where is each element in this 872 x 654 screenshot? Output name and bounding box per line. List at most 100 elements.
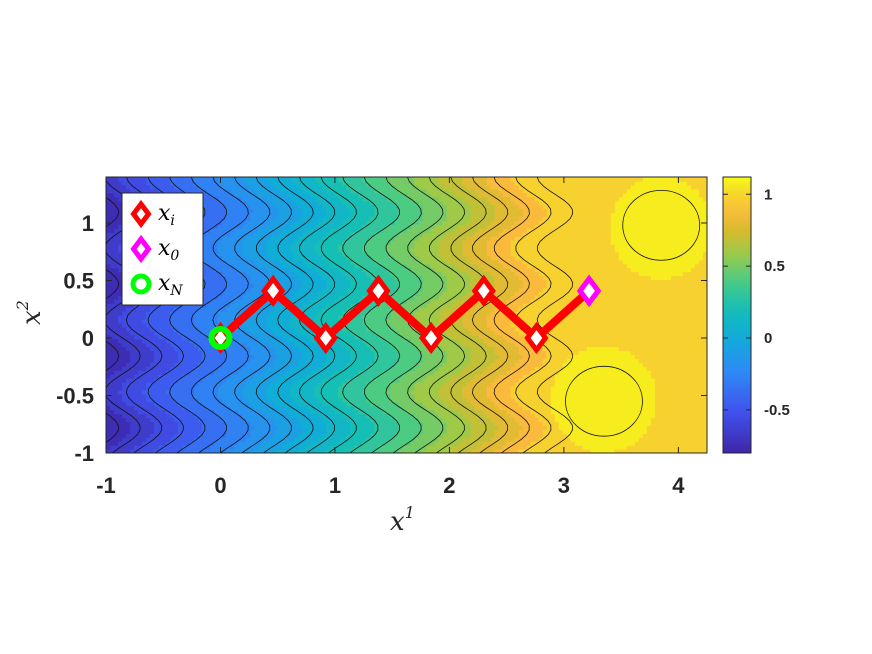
field-cell — [122, 429, 127, 434]
field-cell — [110, 200, 115, 206]
field-cell — [114, 405, 119, 411]
field-cell — [270, 441, 275, 446]
field-cell — [246, 303, 251, 308]
field-cell — [174, 385, 179, 391]
field-cell — [174, 180, 179, 186]
field-cell — [106, 200, 111, 206]
field-cell — [114, 382, 119, 387]
field-cell — [230, 291, 235, 296]
field-cell — [314, 232, 319, 237]
field-cell — [298, 433, 303, 438]
field-cell — [110, 433, 115, 438]
field-cell — [218, 358, 223, 363]
field-cell — [202, 334, 207, 340]
field-cell — [338, 433, 343, 438]
field-cell — [222, 354, 227, 359]
field-cell — [314, 346, 319, 352]
field-cell — [330, 354, 335, 359]
field-cell — [382, 220, 388, 225]
field-cell — [382, 204, 388, 210]
field-cell — [234, 334, 239, 340]
field-cell — [186, 389, 191, 395]
field-cell — [366, 259, 372, 265]
field-cell — [282, 279, 287, 285]
field-cell — [114, 315, 119, 320]
field-cell — [362, 342, 368, 348]
field-cell — [130, 409, 135, 415]
field-cell — [370, 342, 376, 348]
field-cell — [266, 389, 271, 395]
field-cell — [230, 342, 235, 348]
field-cell — [122, 362, 127, 367]
field-cell — [342, 307, 347, 312]
field-cell — [226, 366, 231, 371]
field-cell — [334, 425, 339, 430]
field-cell — [282, 445, 287, 450]
field-cell — [362, 291, 368, 296]
field-cell — [206, 247, 211, 253]
field-cell — [234, 389, 239, 395]
field-cell — [162, 311, 167, 316]
field-cell — [194, 385, 199, 391]
field-cell — [234, 271, 239, 277]
field-cell — [258, 374, 263, 379]
field-cell — [238, 283, 243, 288]
field-cell — [306, 397, 311, 403]
field-cell — [298, 358, 303, 363]
field-cell — [230, 224, 235, 229]
field-cell — [250, 247, 255, 253]
field-cell — [178, 401, 183, 407]
field-cell — [354, 334, 360, 340]
field-cell — [286, 449, 291, 453]
field-cell — [326, 425, 331, 430]
field-cell — [302, 385, 307, 391]
field-cell — [110, 267, 115, 273]
field-cell — [238, 385, 243, 391]
field-cell — [330, 307, 335, 312]
field-cell — [210, 413, 215, 419]
field-cell — [298, 366, 303, 371]
field-cell — [114, 389, 119, 395]
field-cell — [114, 283, 119, 288]
field-cell — [242, 267, 247, 273]
field-cell — [198, 382, 203, 387]
field-cell — [370, 417, 376, 423]
field-cell — [310, 196, 315, 202]
field-cell — [370, 429, 376, 434]
field-cell — [294, 382, 299, 387]
field-cell — [278, 405, 283, 411]
field-cell — [210, 370, 215, 375]
field-cell — [138, 385, 143, 391]
field-cell — [250, 184, 255, 190]
field-cell — [226, 220, 231, 225]
field-cell — [354, 350, 360, 356]
field-cell — [342, 433, 347, 438]
field-cell — [374, 437, 380, 442]
field-cell — [146, 370, 151, 375]
field-cell — [146, 354, 151, 359]
field-cell — [210, 389, 215, 395]
field-cell — [194, 311, 199, 316]
field-cell — [230, 184, 235, 190]
field-cell — [134, 354, 139, 359]
field-cell — [382, 413, 388, 419]
field-cell — [230, 188, 235, 194]
field-cell — [210, 445, 215, 450]
field-cell — [214, 184, 219, 190]
field-cell — [130, 393, 135, 399]
field-cell — [370, 180, 376, 186]
field-cell — [222, 366, 227, 371]
field-cell — [186, 184, 191, 190]
field-cell — [370, 409, 376, 415]
field-cell — [306, 413, 311, 419]
field-cell — [330, 378, 335, 383]
field-cell — [254, 251, 259, 257]
field-cell — [190, 417, 195, 423]
field-cell — [362, 421, 368, 426]
field-cell — [118, 291, 123, 296]
field-cell — [266, 393, 271, 399]
field-cell — [294, 338, 299, 344]
field-cell — [254, 405, 259, 411]
field-cell — [202, 366, 207, 371]
field-cell — [138, 330, 143, 336]
